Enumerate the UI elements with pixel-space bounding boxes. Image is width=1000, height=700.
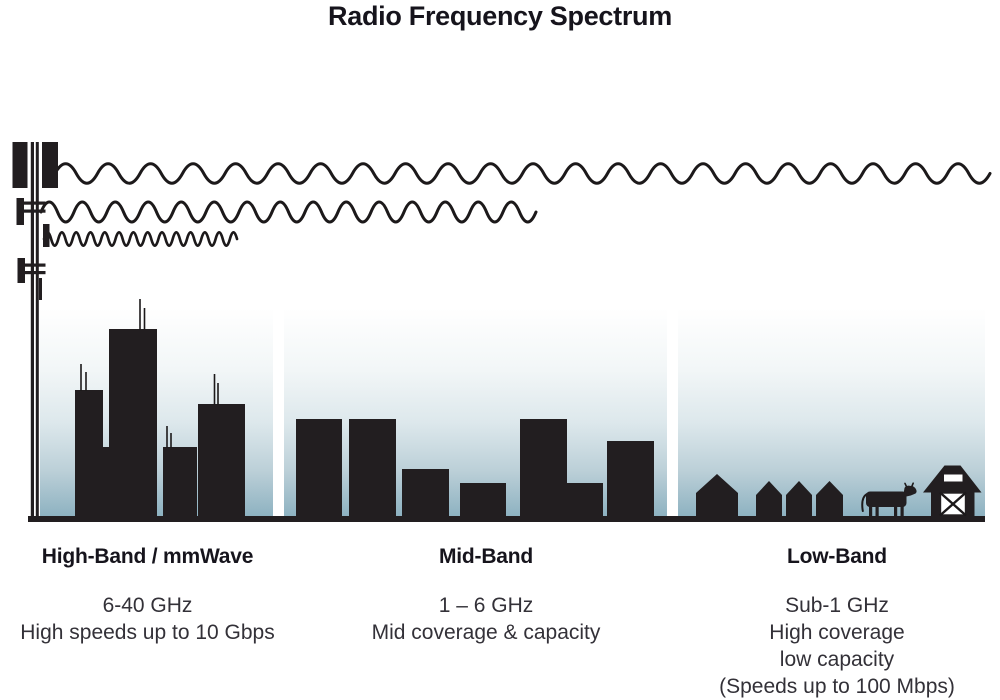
highband-label-block: High-Band / mmWave 6-40 GHz High speeds …: [5, 543, 290, 646]
cell-tower-icon: [12, 142, 58, 522]
lowband-frequency: Sub-1 GHz: [785, 594, 889, 617]
low-band-wave-icon: [53, 162, 992, 185]
highband-description: High speeds up to 10 Gbps: [20, 621, 275, 644]
lowband-heading: Low-Band: [787, 545, 887, 568]
barn-icon: [923, 465, 982, 517]
rural-scene: [696, 465, 982, 518]
lowband-description: low capacity: [779, 648, 895, 671]
highband-frequency: 6-40 GHz: [102, 594, 193, 617]
highband-heading: High-Band / mmWave: [41, 545, 254, 568]
house-icon: [816, 481, 843, 517]
rooftop-antennas: [80, 299, 219, 448]
midband-buildings-icon: [296, 419, 654, 516]
midband-panel: [284, 308, 667, 516]
ground-line: [28, 516, 985, 522]
mid-band-wave-icon: [39, 200, 538, 224]
cow-icon: [861, 482, 917, 518]
spectrum-diagram: [12, 142, 992, 522]
midband-heading: Mid-Band: [438, 545, 534, 568]
lowband-speed: (Speeds up to 100 Mbps): [719, 675, 955, 698]
house-icon: [786, 481, 812, 517]
midband-description: Mid coverage & capacity: [371, 621, 601, 644]
high-band-wave-icon: [42, 231, 239, 247]
midband-label-block: Mid-Band 1 – 6 GHz Mid coverage & capaci…: [336, 543, 636, 646]
house-icon: [756, 481, 782, 517]
house-icon: [696, 474, 738, 517]
radio-waves: [39, 162, 992, 247]
lowband-label-block: Low-Band Sub-1 GHz High coverage low cap…: [687, 543, 987, 700]
city-skyline-icon: [75, 299, 245, 516]
midband-frequency: 1 – 6 GHz: [438, 594, 534, 617]
page-title: Radio Frequency Spectrum: [328, 1, 672, 31]
lowband-description: High coverage: [769, 621, 905, 644]
